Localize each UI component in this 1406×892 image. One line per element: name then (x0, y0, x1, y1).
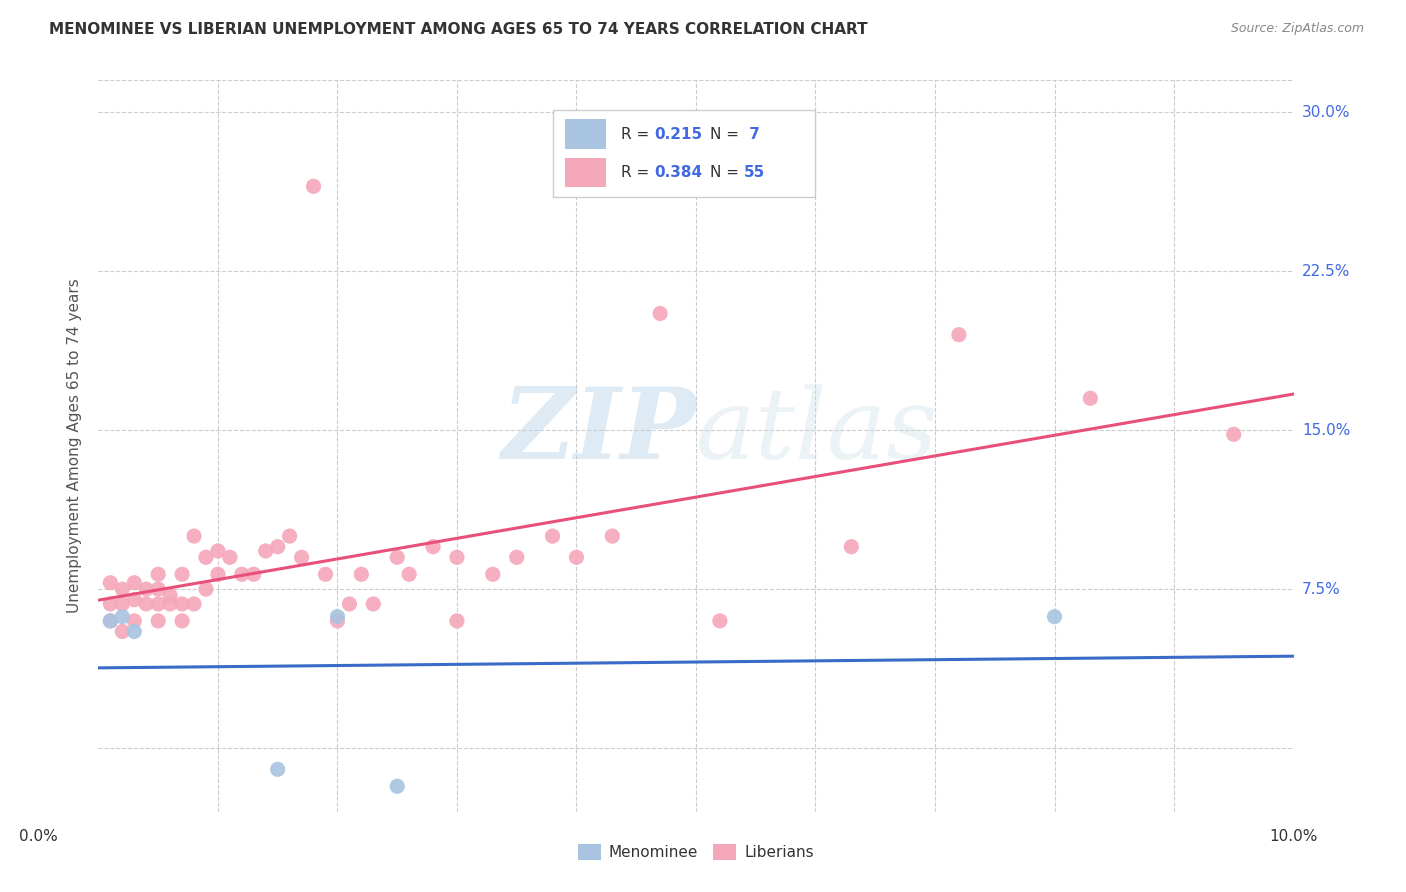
Text: Source: ZipAtlas.com: Source: ZipAtlas.com (1230, 22, 1364, 36)
Text: ZIP: ZIP (501, 384, 696, 480)
Point (541, 529, 564, 543)
Point (98, 614, 122, 628)
Point (124, 614, 146, 628)
Point (315, 567, 337, 582)
Y-axis label: Unemployment Among Ages 65 to 74 years: Unemployment Among Ages 65 to 74 years (67, 278, 83, 614)
Point (98, 597, 122, 611)
Point (385, 779, 409, 793)
Point (148, 567, 170, 582)
Point (172, 614, 194, 628)
Text: 7.5%: 7.5% (1302, 582, 1340, 597)
Point (350, 567, 373, 582)
Point (183, 597, 205, 611)
Point (135, 597, 157, 611)
Point (124, 592, 146, 607)
Point (385, 550, 409, 565)
Point (172, 567, 194, 582)
Text: MENOMINEE VS LIBERIAN UNEMPLOYMENT AMONG AGES 65 TO 74 YEARS CORRELATION CHART: MENOMINEE VS LIBERIAN UNEMPLOYMENT AMONG… (49, 22, 868, 37)
Point (267, 762, 290, 776)
Text: 30.0%: 30.0% (1302, 104, 1350, 120)
Point (948, 327, 970, 342)
Text: N =: N = (710, 165, 744, 180)
Point (1043, 609, 1066, 624)
Text: 7: 7 (744, 127, 759, 142)
FancyBboxPatch shape (565, 120, 606, 149)
Point (254, 544, 277, 558)
Point (302, 179, 325, 194)
Point (195, 582, 218, 596)
Text: N =: N = (710, 127, 744, 142)
Point (650, 306, 672, 320)
Point (267, 540, 290, 554)
Text: 0.384: 0.384 (654, 165, 702, 180)
Point (231, 567, 253, 582)
Point (565, 550, 588, 565)
Point (326, 614, 349, 628)
Text: 0.215: 0.215 (654, 127, 702, 142)
Point (446, 614, 468, 628)
Point (148, 597, 170, 611)
Point (1080, 392, 1102, 406)
Point (841, 540, 863, 554)
Point (124, 575, 146, 590)
Point (148, 582, 170, 596)
Point (159, 597, 181, 611)
Point (1223, 427, 1246, 442)
Point (243, 567, 266, 582)
Point (446, 550, 468, 565)
Text: R =: R = (620, 165, 654, 180)
Point (339, 597, 361, 611)
Point (326, 609, 349, 624)
Text: 0.0%: 0.0% (20, 829, 58, 844)
Point (506, 550, 529, 565)
Text: 22.5%: 22.5% (1302, 264, 1350, 278)
Point (124, 624, 146, 639)
Text: 10.0%: 10.0% (1270, 829, 1317, 844)
Text: R =: R = (620, 127, 654, 142)
Point (207, 544, 229, 558)
Point (422, 540, 444, 554)
Point (602, 529, 624, 543)
Point (482, 567, 505, 582)
Point (363, 597, 385, 611)
Point (159, 589, 181, 603)
Point (98, 614, 122, 628)
Point (98, 575, 122, 590)
Text: 55: 55 (744, 165, 765, 180)
Point (148, 614, 170, 628)
Point (219, 550, 242, 565)
Point (709, 614, 731, 628)
Point (278, 529, 301, 543)
Legend: Menominee, Liberians: Menominee, Liberians (572, 838, 820, 866)
Point (398, 567, 420, 582)
Point (207, 567, 229, 582)
FancyBboxPatch shape (565, 158, 606, 187)
FancyBboxPatch shape (553, 110, 815, 197)
Text: 15.0%: 15.0% (1302, 423, 1350, 438)
Point (111, 597, 134, 611)
Point (135, 582, 157, 596)
Point (291, 550, 314, 565)
Text: atlas: atlas (696, 384, 939, 479)
Point (195, 550, 218, 565)
Point (183, 529, 205, 543)
Point (111, 609, 134, 624)
Point (172, 597, 194, 611)
Point (111, 624, 134, 639)
Point (111, 582, 134, 596)
